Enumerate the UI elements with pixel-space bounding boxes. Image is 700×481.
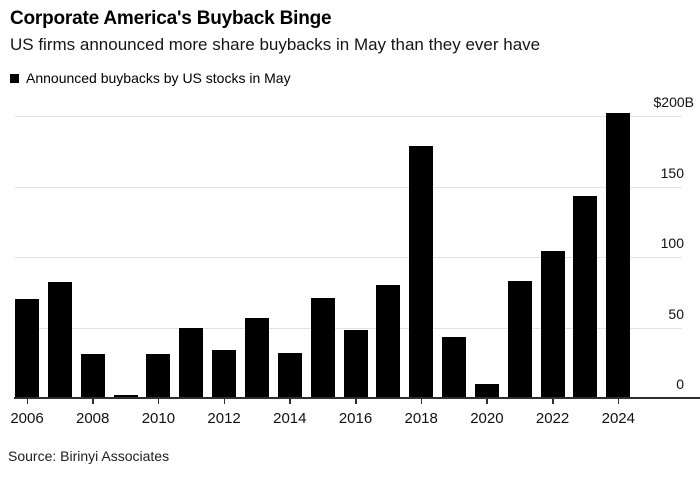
bar-2012	[212, 350, 237, 398]
x-axis-label-2010: 2010	[141, 410, 176, 427]
gridline-100	[15, 257, 682, 258]
x-tick-2018	[420, 398, 423, 404]
x-tick-2016	[355, 398, 357, 404]
x-tick-2010	[157, 398, 160, 404]
x-axis-line	[14, 397, 700, 399]
chart-subtitle: US firms announced more share buybacks i…	[10, 35, 541, 54]
y-axis-label-50: 50	[668, 305, 684, 322]
legend-swatch-icon	[10, 73, 19, 83]
x-tick-2014	[289, 398, 291, 404]
bar-2016	[343, 330, 368, 398]
x-axis-label-2012: 2012	[207, 410, 241, 427]
bar-2022	[540, 251, 565, 398]
x-axis-label-2006: 2006	[10, 410, 44, 427]
source-note: Source: Birinyi Associates	[8, 448, 170, 464]
gridline-200	[15, 116, 682, 117]
x-axis-label-2014: 2014	[273, 410, 307, 427]
x-tick-2024	[617, 398, 620, 404]
x-axis-label-2018: 2018	[404, 410, 438, 427]
y-axis-label-0: 0	[676, 376, 684, 392]
bar-2015	[310, 297, 335, 398]
legend-label: Announced buybacks by US stocks in May	[26, 70, 291, 86]
gridline-150	[15, 186, 682, 188]
bar-2018	[409, 145, 434, 398]
bar-2024	[606, 113, 631, 398]
bar-2011	[179, 327, 204, 398]
bar-2023	[573, 196, 598, 398]
bar-2013	[244, 317, 269, 398]
bar-2006	[15, 299, 39, 398]
x-axis-label-2016: 2016	[338, 410, 373, 427]
x-axis-label-2008: 2008	[76, 410, 110, 427]
chart-title: Corporate America's Buyback Binge	[10, 8, 332, 29]
bar-2021	[507, 280, 532, 398]
bar-2010	[146, 354, 171, 398]
x-tick-2012	[223, 398, 226, 404]
x-axis-label-2022: 2022	[535, 410, 570, 427]
gridline-50	[15, 327, 682, 329]
x-tick-2006	[26, 398, 28, 404]
y-axis-label-150: 150	[660, 164, 684, 181]
x-tick-2022	[552, 398, 554, 404]
bar-2007	[47, 282, 72, 398]
legend: Announced buybacks by US stocks in May	[10, 70, 291, 86]
bar-2014	[277, 352, 302, 398]
bar-2020	[474, 383, 499, 398]
x-tick-2020	[486, 398, 488, 404]
y-axis-label-200: $200B	[653, 94, 694, 110]
y-axis-label-100: 100	[660, 235, 684, 251]
bar-2009	[113, 395, 138, 398]
x-axis-label-2020: 2020	[470, 410, 504, 427]
bar-2017	[376, 285, 401, 398]
bar-2019	[442, 337, 467, 398]
bar-2008	[80, 354, 105, 398]
x-axis-label-2024: 2024	[601, 410, 635, 427]
x-tick-2008	[92, 398, 94, 404]
